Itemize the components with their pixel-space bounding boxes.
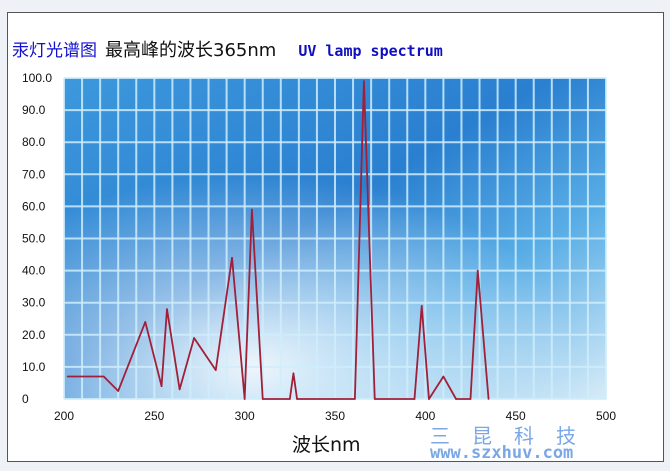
data-point xyxy=(193,337,195,339)
data-point xyxy=(214,369,217,371)
subtitle: 最高峰的波长365nm xyxy=(105,40,277,61)
data-point xyxy=(292,372,295,375)
y-tick-label: 100.0 xyxy=(22,71,52,85)
data-point xyxy=(231,256,233,259)
data-point xyxy=(476,269,479,272)
data-point xyxy=(251,208,253,211)
y-tick-label: 90.0 xyxy=(22,103,46,117)
data-point xyxy=(289,398,291,400)
x-tick-label: 250 xyxy=(144,409,164,423)
data-point xyxy=(413,398,416,400)
y-tick-label: 70.0 xyxy=(22,167,46,181)
data-point xyxy=(455,398,457,400)
x-tick-label: 350 xyxy=(325,409,345,423)
data-point xyxy=(166,308,168,310)
x-tick-label: 450 xyxy=(506,409,526,423)
y-tick-label: 40.0 xyxy=(22,264,46,278)
x-tick-label: 300 xyxy=(235,409,255,423)
x-tick-label: 400 xyxy=(415,409,435,423)
y-tick-label: 30.0 xyxy=(22,296,46,310)
y-tick-label: 10.0 xyxy=(22,360,46,374)
data-point xyxy=(178,388,181,391)
data-point xyxy=(66,375,69,378)
title-en: UV lamp spectrum xyxy=(298,42,443,60)
y-tick-label: 60.0 xyxy=(22,199,46,213)
y-tick-label: 20.0 xyxy=(22,328,46,342)
data-point xyxy=(296,398,298,400)
chart-title: 汞灯光谱图 最高峰的波长365nm UV lamp spectrum xyxy=(12,36,443,62)
data-point xyxy=(102,375,105,378)
data-point xyxy=(373,398,376,400)
data-point xyxy=(354,398,356,400)
x-tick-label: 200 xyxy=(54,409,74,423)
y-tick-label: 50.0 xyxy=(22,232,46,246)
data-point xyxy=(160,385,163,387)
data-point xyxy=(487,398,490,400)
watermark-url: www.szxhuv.com xyxy=(430,443,574,463)
data-point xyxy=(363,80,365,83)
data-point xyxy=(469,398,472,400)
x-axis-label: 波长nm xyxy=(292,434,361,456)
y-tick-label: 80.0 xyxy=(22,135,46,149)
title-cn: 汞灯光谱图 xyxy=(12,41,97,61)
data-point xyxy=(428,398,430,400)
data-point xyxy=(442,375,445,378)
data-point xyxy=(243,398,246,400)
x-tick-label: 500 xyxy=(596,409,616,423)
watermark-company: 三昆科技 xyxy=(430,424,598,448)
data-point xyxy=(261,398,264,400)
y-tick-label: 0 xyxy=(22,392,29,406)
data-point xyxy=(420,305,423,307)
data-point xyxy=(144,321,147,323)
data-point xyxy=(117,390,119,392)
